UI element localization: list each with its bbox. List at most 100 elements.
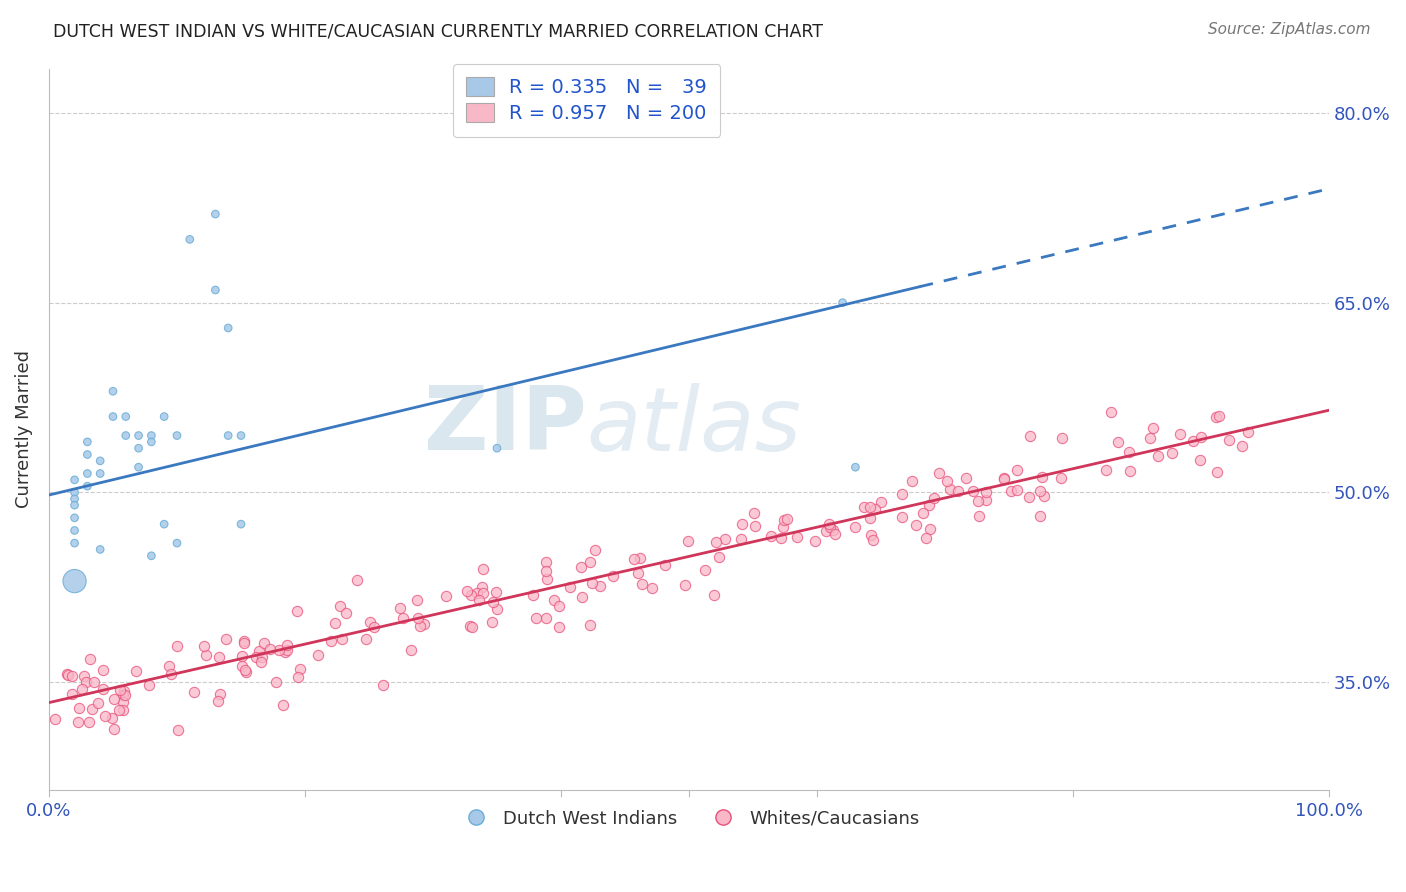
Point [1181, 434, 1204, 448]
Point [285, 604, 308, 618]
Point [253, 636, 276, 650]
Point [1118, 445, 1140, 459]
Point [966, 494, 988, 508]
Point [229, 428, 252, 442]
Text: DUTCH WEST INDIAN VS WHITE/CAUCASIAN CURRENTLY MARRIED CORRELATION CHART: DUTCH WEST INDIAN VS WHITE/CAUCASIAN CUR… [53, 22, 824, 40]
Point [346, 573, 368, 587]
Point [288, 662, 311, 676]
Point [112, 683, 135, 698]
Point [468, 593, 491, 607]
Y-axis label: Currently Married: Currently Married [15, 351, 32, 508]
Point [1218, 433, 1240, 447]
Point [87, 696, 110, 710]
Point [485, 602, 508, 616]
Point [128, 428, 150, 442]
Point [63, 498, 86, 512]
Point [217, 321, 239, 335]
Point [76, 434, 98, 449]
Point [1205, 409, 1227, 424]
Point [859, 500, 882, 515]
Point [1033, 490, 1056, 504]
Point [231, 648, 253, 663]
Point [1095, 463, 1118, 477]
Point [183, 685, 205, 699]
Point [235, 665, 257, 680]
Point [159, 659, 181, 673]
Point [824, 527, 846, 541]
Point [76, 479, 98, 493]
Point [101, 409, 124, 424]
Point [82, 702, 104, 716]
Point [769, 532, 792, 546]
Point [1139, 431, 1161, 445]
Point [76, 467, 98, 481]
Point [1007, 463, 1029, 477]
Point [974, 493, 997, 508]
Point [920, 522, 942, 536]
Point [399, 643, 422, 657]
Point [111, 695, 134, 709]
Point [73, 668, 96, 682]
Point [141, 434, 163, 449]
Point [67, 700, 90, 714]
Point [103, 722, 125, 736]
Point [77, 714, 100, 729]
Point [231, 658, 253, 673]
Point [974, 484, 997, 499]
Point [194, 648, 217, 663]
Point [63, 574, 86, 588]
Point [844, 520, 866, 534]
Point [128, 441, 150, 455]
Point [1005, 483, 1028, 498]
Point [482, 595, 505, 609]
Point [890, 509, 912, 524]
Point [111, 688, 134, 702]
Point [93, 663, 115, 677]
Point [1099, 405, 1122, 419]
Point [207, 693, 229, 707]
Point [271, 698, 294, 713]
Point [128, 460, 150, 475]
Point [583, 543, 606, 558]
Point [93, 681, 115, 696]
Point [1236, 425, 1258, 439]
Point [245, 649, 267, 664]
Point [579, 618, 602, 632]
Point [558, 580, 581, 594]
Point [915, 531, 938, 545]
Point [89, 467, 111, 481]
Point [1000, 483, 1022, 498]
Point [707, 549, 730, 564]
Point [472, 586, 495, 600]
Point [853, 500, 876, 514]
Point [904, 518, 927, 533]
Point [233, 663, 256, 677]
Point [247, 643, 270, 657]
Point [1019, 429, 1042, 443]
Point [63, 491, 86, 506]
Point [153, 409, 176, 424]
Point [922, 491, 945, 505]
Point [547, 599, 569, 613]
Point [522, 589, 544, 603]
Point [166, 723, 188, 738]
Point [870, 495, 893, 509]
Point [204, 283, 226, 297]
Point [654, 558, 676, 572]
Point [67, 714, 90, 729]
Point [471, 562, 494, 576]
Point [70, 682, 93, 697]
Point [434, 589, 457, 603]
Point [412, 617, 434, 632]
Point [141, 428, 163, 442]
Point [571, 590, 593, 604]
Point [1050, 432, 1073, 446]
Point [252, 649, 274, 664]
Point [359, 615, 381, 629]
Point [955, 471, 977, 485]
Point [579, 555, 602, 569]
Point [83, 674, 105, 689]
Point [229, 517, 252, 532]
Point [103, 691, 125, 706]
Point [392, 611, 415, 625]
